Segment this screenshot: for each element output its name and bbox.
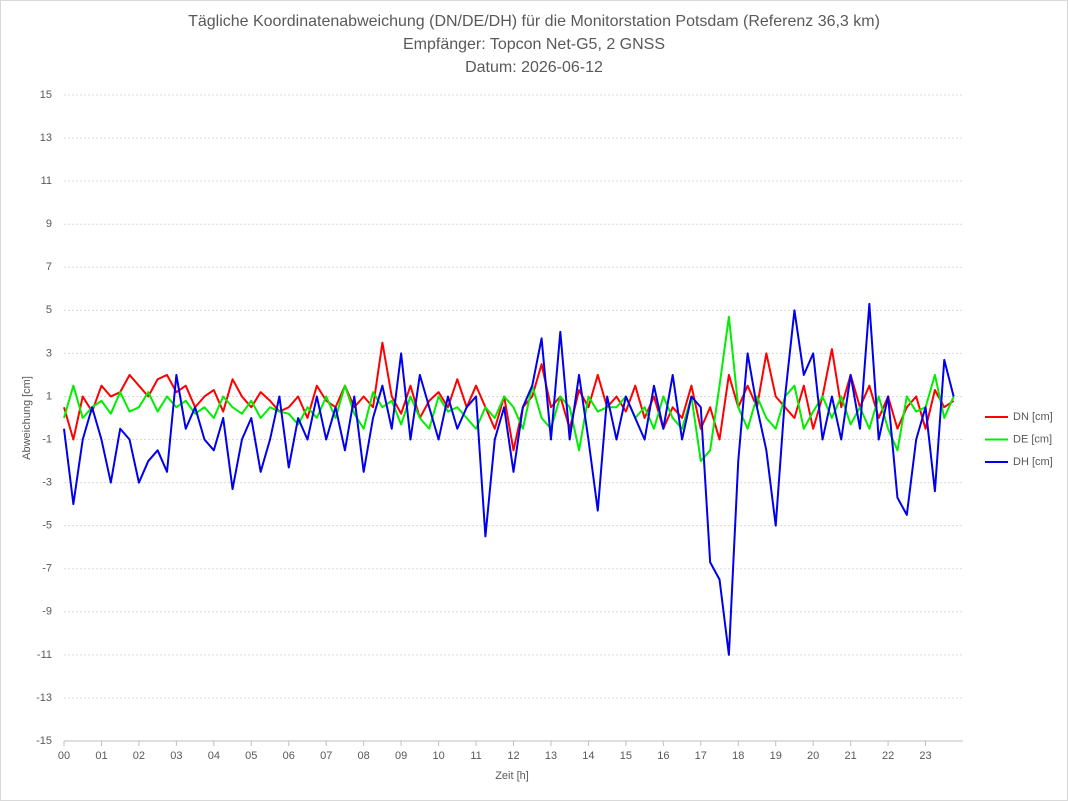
y-tick-label: -1 [42,433,52,445]
x-tick-label: 14 [582,750,594,762]
x-tick-label: 02 [133,750,145,762]
x-tick-label: 06 [283,750,295,762]
y-tick-label: 9 [46,218,52,230]
x-tick-label: 01 [95,750,107,762]
x-tick-label: 22 [882,750,894,762]
x-tick-label: 09 [395,750,407,762]
y-tick-label: -11 [37,649,52,661]
legend-label: DN [cm] [1013,411,1053,423]
x-tick-label: 19 [770,750,782,762]
data-line [63,315,955,463]
y-tick-label: -3 [42,477,52,489]
x-tick-label: 15 [620,750,632,762]
x-tick-label: 21 [845,750,857,762]
y-tick-label: 7 [46,261,52,273]
y-axis-title: Abweichung [cm] [21,376,33,460]
x-tick-label: 04 [208,750,220,762]
y-tick-label: -7 [42,563,52,575]
y-tick-label: 15 [40,89,52,101]
x-tick-label: 05 [245,750,257,762]
chart-subtitle: Empfänger: Topcon Net-G5, 2 GNSS [403,36,665,53]
x-tick-label: 17 [695,750,707,762]
x-tick-label: 00 [58,750,70,762]
x-tick-label: 11 [470,750,481,762]
x-tick-label: 18 [732,750,744,762]
x-tick-label: 03 [170,750,182,762]
y-tick-label: -9 [42,606,52,618]
data-line [63,302,955,656]
y-tick-label: 3 [46,347,52,359]
x-tick-label: 13 [545,750,557,762]
y-tick-label: 1 [46,390,52,402]
y-tick-label: 13 [40,132,52,144]
x-tick-label: 23 [919,750,931,762]
y-tick-label: -13 [36,692,52,704]
y-tick-label: 11 [41,175,52,187]
chart-title: Tägliche Koordinatenabweichung (DN/DE/DH… [188,13,880,30]
y-tick-label: -5 [42,520,52,532]
chart-date: Datum: 2026-06-12 [465,59,603,76]
x-tick-label: 10 [432,750,444,762]
y-tick-label: -15 [36,735,52,747]
legend-label: DH [cm] [1013,456,1053,468]
data-line [63,341,955,452]
x-tick-label: 08 [358,750,370,762]
legend-label: DE [cm] [1013,433,1052,445]
x-tick-label: 07 [320,750,332,762]
x-tick-label: 20 [807,750,819,762]
x-tick-label: 16 [657,750,669,762]
y-tick-label: 5 [46,304,52,316]
x-tick-label: 12 [507,750,519,762]
x-axis-title: Zeit [h] [495,770,529,782]
